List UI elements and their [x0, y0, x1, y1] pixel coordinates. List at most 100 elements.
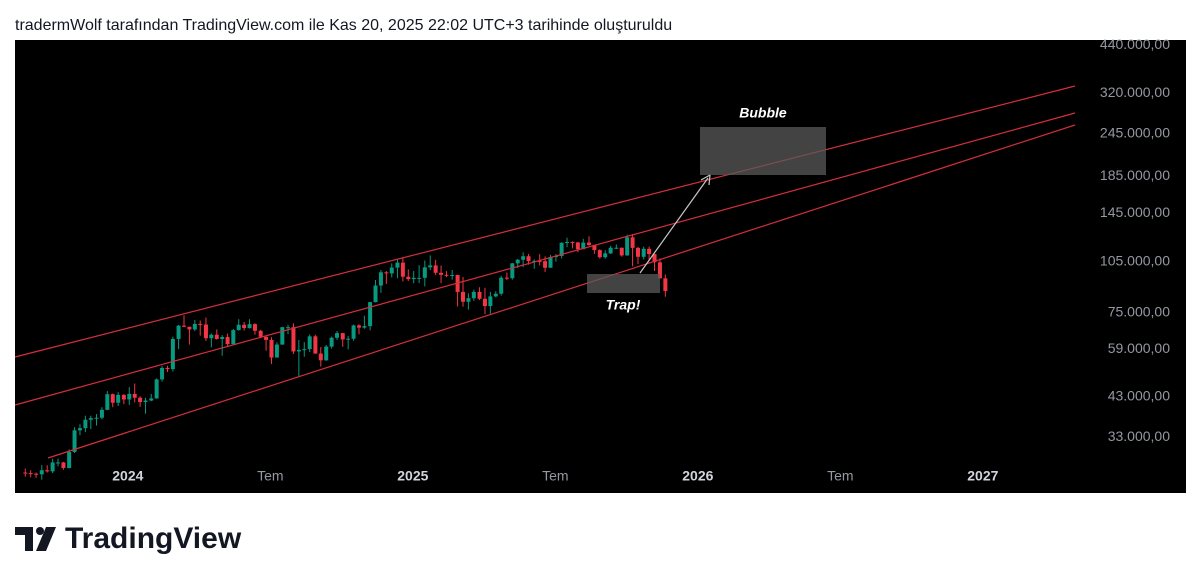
candle-body — [537, 260, 542, 262]
candle-body — [242, 324, 247, 329]
candle-body — [663, 278, 668, 292]
x-tick-label: 2027 — [967, 468, 998, 484]
candle-body — [461, 291, 466, 302]
candle-body — [39, 470, 44, 475]
candle-body — [504, 277, 509, 279]
trend-line — [14, 85, 1076, 358]
plot-layer — [23, 234, 668, 480]
logo-part — [36, 527, 44, 535]
bubble-box — [700, 127, 826, 175]
candle-body — [296, 349, 301, 352]
candle-body — [329, 337, 334, 347]
candle-body — [351, 325, 356, 339]
candle-body — [280, 327, 285, 345]
candle-body — [291, 327, 296, 352]
candle-body — [625, 237, 630, 256]
candle-body — [340, 333, 345, 340]
brand-logo — [15, 527, 56, 551]
candle-body — [182, 325, 187, 327]
candle-body — [657, 262, 662, 279]
x-tick-label: 2024 — [112, 468, 143, 484]
candle-body — [346, 338, 351, 340]
candle-body — [307, 336, 312, 350]
candle-body — [395, 262, 400, 268]
trap-box — [587, 274, 660, 293]
arrow-head — [700, 174, 711, 186]
candle-body — [77, 428, 82, 431]
x-tick-label: Tem — [542, 468, 568, 484]
candle-body — [356, 325, 361, 328]
candle-body — [477, 291, 482, 299]
candle-body — [286, 327, 291, 329]
candle-body — [608, 247, 613, 254]
candle-body — [50, 462, 55, 472]
candle-body — [559, 242, 564, 256]
candle-body — [428, 265, 433, 268]
candle-body — [362, 326, 367, 328]
candle-body — [384, 272, 389, 274]
x-tick-label: 2025 — [397, 468, 428, 484]
brand-name: TradingView — [65, 522, 242, 555]
candle-body — [252, 324, 257, 331]
candle-body — [482, 298, 487, 307]
candle-body — [170, 338, 175, 370]
candle-body — [450, 274, 455, 276]
candle-body — [302, 349, 307, 351]
candle-body — [406, 276, 411, 280]
x-tick-label: 2026 — [682, 468, 713, 484]
candle-body — [471, 291, 476, 299]
candle-body — [198, 323, 203, 325]
candle-body — [652, 254, 657, 263]
arrow-line — [639, 177, 709, 274]
header: tradermWolf tarafından TradingView.com i… — [15, 17, 672, 34]
y-tick-label: 320.000,00 — [1100, 84, 1170, 100]
candle-body — [247, 324, 252, 329]
annotation: Trap! — [606, 297, 641, 313]
candle-body — [417, 277, 422, 279]
candle-body — [99, 409, 104, 418]
candle-body — [493, 293, 498, 297]
candle-body — [630, 237, 635, 248]
trend-line — [14, 112, 1076, 406]
chart-background — [15, 40, 1186, 493]
candle-body — [313, 336, 318, 354]
candle-body — [61, 462, 66, 468]
candle-body — [597, 250, 602, 258]
logo-part — [36, 527, 56, 551]
candle-body — [269, 339, 274, 358]
candle-body — [176, 325, 181, 339]
y-tick-label: 145.000,00 — [1100, 204, 1170, 220]
y-tick-label: 440.000,00 — [1100, 36, 1170, 52]
candle-body — [488, 296, 493, 307]
candle-body — [543, 261, 548, 268]
candle-body — [274, 344, 279, 358]
candle-body — [160, 367, 165, 380]
candle-body — [581, 242, 586, 250]
candle-body — [586, 242, 591, 246]
candle-body — [138, 397, 143, 403]
candle-body — [324, 346, 329, 361]
candle-body — [116, 394, 121, 403]
candle-body — [110, 394, 115, 403]
candle-body — [592, 245, 597, 251]
candle-body — [635, 247, 640, 257]
candle-body — [526, 256, 531, 262]
candle-body — [45, 470, 50, 472]
candle-body — [149, 398, 154, 401]
candle-body — [368, 302, 373, 327]
candle-body — [187, 326, 192, 330]
candle-body — [94, 417, 99, 419]
candle-body — [389, 267, 394, 274]
x-tick-label: Tem — [827, 468, 853, 484]
candle-body — [510, 263, 515, 279]
candle-body — [83, 419, 88, 429]
candle-body — [614, 247, 619, 249]
candle-body — [318, 353, 323, 361]
candle-body — [439, 272, 444, 275]
candle-body — [565, 241, 570, 243]
candle-body — [258, 330, 263, 337]
candle-body — [264, 336, 269, 340]
candle-body — [515, 259, 520, 264]
candle-body — [143, 400, 148, 403]
